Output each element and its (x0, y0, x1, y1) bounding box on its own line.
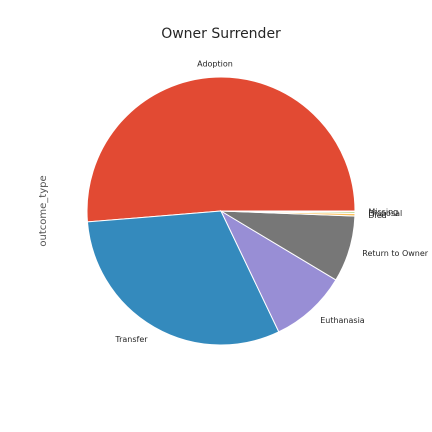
pie-label-transfer: Transfer (114, 335, 148, 344)
pie-slice-transfer (86, 210, 280, 346)
chart-title: Owner Surrender (161, 26, 281, 42)
pie-labels: Adoption Transfer Euthanasia Return to Owne… (114, 60, 428, 344)
pie-label-missing: Missing (368, 207, 398, 216)
pie-slices (86, 76, 356, 346)
pie-slice-euthanasia (219, 209, 337, 333)
pie-label-adoption: Adoption (197, 60, 233, 69)
pie-slice-missing (220, 210, 356, 213)
pie-label-return-to-owner: Return to Owner (362, 249, 428, 258)
pie-label-died: Died (368, 211, 386, 220)
pie-label-euthanasia: Euthanasia (320, 316, 365, 325)
pie-label-disposal: Disposal (368, 209, 402, 218)
pie-slice-adoption (86, 76, 356, 223)
y-axis-label: outcome_type (38, 175, 49, 246)
